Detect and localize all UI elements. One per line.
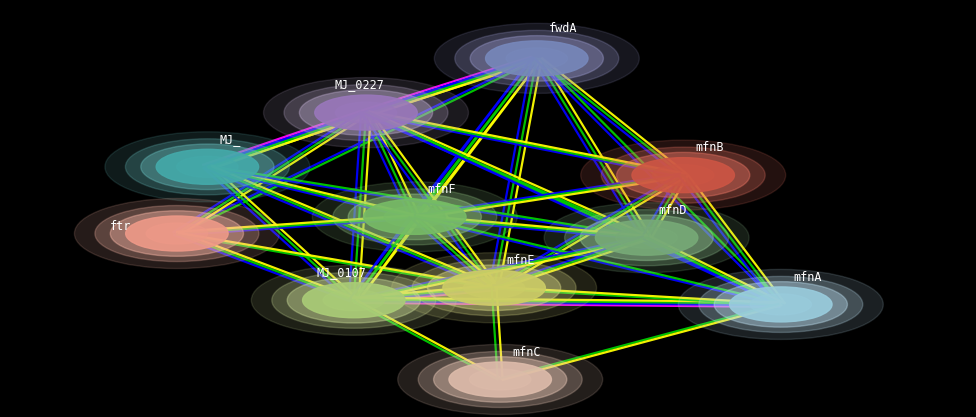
Circle shape <box>348 194 481 240</box>
Circle shape <box>251 265 457 335</box>
Circle shape <box>595 220 698 255</box>
Circle shape <box>126 216 228 251</box>
Circle shape <box>544 203 750 273</box>
Circle shape <box>300 90 432 136</box>
Text: MJ_0227: MJ_0227 <box>335 78 385 91</box>
Circle shape <box>74 198 279 269</box>
Circle shape <box>95 206 259 261</box>
Text: mfnB: mfnB <box>696 141 724 154</box>
Circle shape <box>714 281 847 327</box>
Circle shape <box>678 269 883 339</box>
Circle shape <box>750 294 812 315</box>
Circle shape <box>464 277 525 298</box>
Circle shape <box>177 156 238 177</box>
Text: fwdA: fwdA <box>549 23 578 35</box>
Circle shape <box>333 189 497 245</box>
Circle shape <box>564 210 728 266</box>
Circle shape <box>398 344 603 414</box>
Circle shape <box>323 290 385 311</box>
Circle shape <box>418 352 583 407</box>
Circle shape <box>581 140 786 210</box>
Text: MJ_0107: MJ_0107 <box>316 266 367 279</box>
Circle shape <box>699 276 863 332</box>
Circle shape <box>470 35 603 81</box>
Circle shape <box>391 253 596 323</box>
Circle shape <box>433 357 567 402</box>
Circle shape <box>653 165 714 186</box>
Circle shape <box>363 199 467 234</box>
Circle shape <box>455 30 619 86</box>
Circle shape <box>105 132 310 202</box>
Circle shape <box>314 95 418 130</box>
Circle shape <box>434 23 639 93</box>
Circle shape <box>486 41 589 76</box>
Circle shape <box>507 48 568 69</box>
Circle shape <box>287 277 421 323</box>
Text: mfnD: mfnD <box>659 204 687 217</box>
Circle shape <box>616 227 677 248</box>
Circle shape <box>632 158 735 193</box>
Circle shape <box>141 144 274 190</box>
Circle shape <box>729 287 832 322</box>
Text: ftr: ftr <box>110 220 131 233</box>
Circle shape <box>110 211 244 256</box>
Circle shape <box>384 206 445 227</box>
Circle shape <box>443 270 546 305</box>
Circle shape <box>412 260 576 316</box>
Circle shape <box>271 272 435 328</box>
Circle shape <box>284 85 448 141</box>
Circle shape <box>303 283 405 318</box>
Circle shape <box>336 102 396 123</box>
Circle shape <box>469 369 531 390</box>
Circle shape <box>264 78 468 148</box>
Circle shape <box>449 362 551 397</box>
Circle shape <box>146 223 208 244</box>
Text: MJ_: MJ_ <box>220 133 241 146</box>
Text: mfnE: mfnE <box>507 254 535 267</box>
Text: mfnA: mfnA <box>793 271 822 284</box>
Circle shape <box>427 265 560 311</box>
Circle shape <box>312 182 517 252</box>
Circle shape <box>126 139 290 195</box>
Circle shape <box>617 152 750 198</box>
Text: mfnC: mfnC <box>512 346 541 359</box>
Circle shape <box>580 215 713 261</box>
Circle shape <box>156 149 259 184</box>
Text: mfnF: mfnF <box>427 183 456 196</box>
Circle shape <box>601 147 765 203</box>
